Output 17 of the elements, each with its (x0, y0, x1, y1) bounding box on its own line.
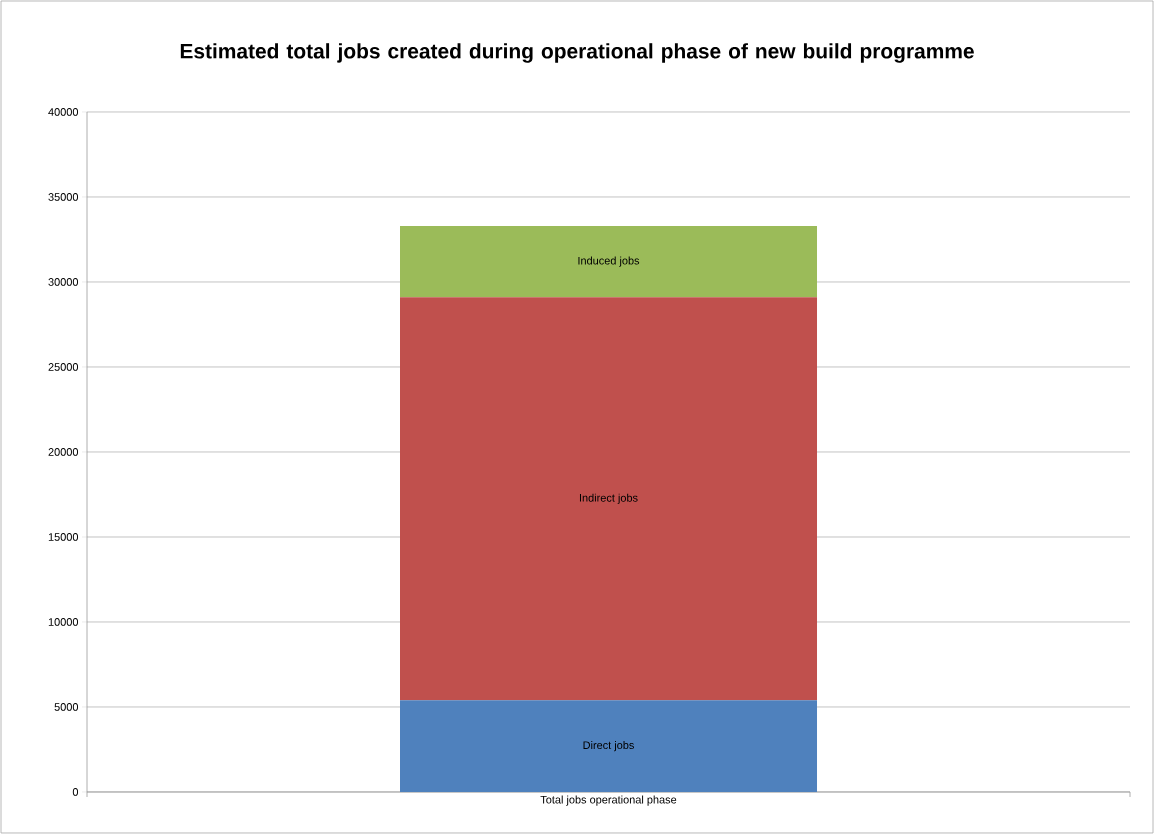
x-tick-label: Total jobs operational phase (540, 795, 677, 806)
series-label: Induced jobs (578, 256, 640, 267)
chart-title: Estimated total jobs created during operational phase of new build programme (180, 43, 974, 63)
y-tick-label: 0 (72, 788, 79, 796)
series-label: Indirect jobs (579, 493, 638, 504)
y-tick-label: 40000 (48, 108, 79, 116)
bar (400, 297, 818, 701)
bar (400, 225, 818, 298)
y-tick-label: 5000 (54, 703, 79, 711)
series-label: Direct jobs (583, 740, 634, 752)
y-tick-label: 10000 (48, 618, 79, 626)
y-tick-label: 35000 (48, 193, 79, 201)
y-tick-label: 20000 (48, 448, 79, 456)
bar (400, 700, 818, 792)
y-tick-label: 25000 (48, 363, 79, 371)
y-tick-label: 15000 (48, 533, 79, 541)
y-tick-label: 30000 (48, 278, 79, 286)
